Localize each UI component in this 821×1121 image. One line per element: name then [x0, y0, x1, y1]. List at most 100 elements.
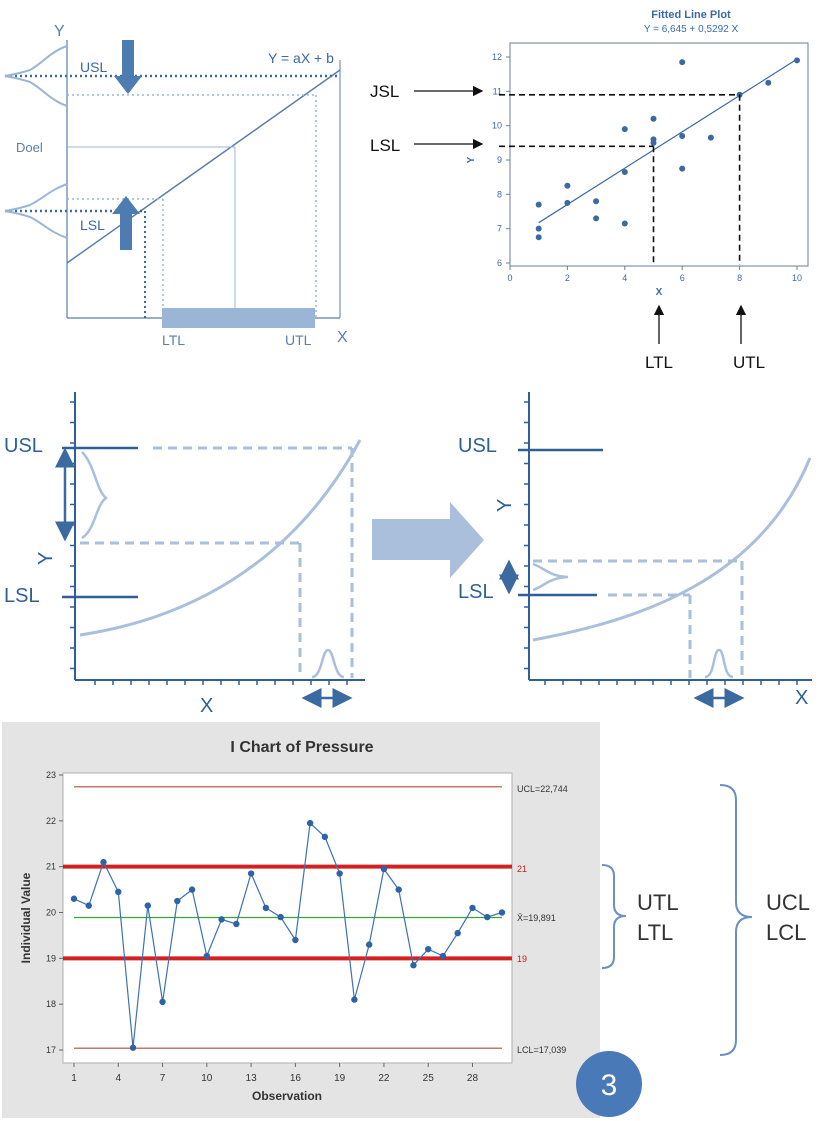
data-point — [336, 870, 343, 877]
data-point — [593, 198, 600, 205]
data-point — [380, 865, 388, 873]
lsl-label-mid-left: LSL — [4, 585, 40, 607]
fitted-plot-frame — [509, 42, 809, 267]
doel-label: Doel — [16, 140, 43, 155]
mean-value-label: X̄=19,891 — [517, 913, 556, 923]
x-tick-label: 25 — [423, 1073, 435, 1084]
data-point — [174, 897, 181, 905]
fitted-reference-lines — [499, 93, 741, 265]
usl-label-mid-left: USL — [4, 435, 43, 457]
distribution-mid-right — [532, 562, 569, 592]
data-point — [535, 234, 542, 241]
data-point — [564, 182, 571, 189]
data-point — [484, 913, 491, 921]
data-point — [351, 996, 358, 1003]
bracket-utl-label: UTL — [637, 890, 679, 915]
x-tick-label: 2 — [565, 273, 570, 283]
panel-fitted-line-plot: Fitted Line Plot Y = 6,645 + 0,5292 X 0 2… — [370, 9, 809, 372]
tolerance-bracket — [601, 864, 627, 969]
panel-nonlinear-before: USL LSL Y X — [4, 392, 365, 717]
y-tick-label: 10 — [492, 121, 502, 131]
y-tick-label: 7 — [497, 224, 502, 234]
utl-label-right: UTL — [733, 353, 765, 372]
x-tick-label: 8 — [737, 273, 742, 283]
data-point — [262, 904, 270, 912]
up-arrow-icon — [112, 196, 140, 250]
data-point — [679, 59, 686, 66]
data-point — [564, 199, 571, 206]
y-tick-label: 23 — [46, 770, 56, 780]
data-point — [679, 165, 686, 172]
distribution-mid-left — [81, 451, 109, 540]
data-point — [292, 936, 299, 944]
usl-label: USL — [80, 59, 107, 75]
data-point — [765, 79, 772, 86]
lcl-value-label: LCL=17,039 — [517, 1045, 566, 1055]
x-tick-label: 7 — [160, 1073, 166, 1084]
utl-label: UTL — [285, 332, 312, 348]
mid-right-tick-marks — [524, 401, 798, 685]
data-point — [247, 870, 255, 877]
usl-distribution-curve — [4, 45, 68, 107]
data-point — [233, 920, 240, 928]
x-distribution-mid-left — [311, 648, 345, 679]
x-axis-label: X — [337, 329, 348, 346]
data-point — [650, 115, 657, 122]
data-point — [115, 888, 122, 896]
x-label-mid-right: X — [795, 687, 808, 709]
bracket-ltl-label: LTL — [637, 920, 673, 945]
i-chart-title: I Chart of Pressure — [230, 739, 373, 756]
data-point — [535, 225, 542, 232]
data-point — [454, 929, 461, 937]
control-bracket — [719, 784, 753, 1056]
fitted-x-label: X — [656, 287, 663, 298]
x-tick-label: 4 — [622, 273, 627, 283]
y-tick-label: 17 — [46, 1045, 56, 1055]
transfer-curve-right — [532, 457, 812, 642]
data-point — [425, 945, 432, 953]
x-tick-label: 4 — [115, 1073, 121, 1084]
data-point — [129, 1044, 137, 1051]
bracket-lcl-label: LCL — [766, 920, 806, 945]
y-tick-label: 19 — [46, 953, 56, 963]
y-tick-label: 20 — [46, 908, 56, 918]
y-tick-label: 22 — [46, 816, 56, 826]
data-point — [650, 136, 657, 143]
ltl-label-right: LTL — [645, 353, 673, 372]
data-point — [365, 941, 373, 948]
data-point — [395, 886, 402, 893]
x-label-mid-left: X — [200, 695, 213, 717]
data-point — [621, 126, 628, 133]
i-chart-ticks: 17 18 19 20 21 22 23 1 4 7 10 13 16 19 22 25 28 — [46, 770, 478, 1084]
lower-tolerance-value-label: 19 — [517, 954, 527, 964]
upper-tolerance-value-label: 21 — [517, 864, 527, 874]
transition-arrow-icon — [372, 502, 484, 578]
y-label-mid-right: Y — [494, 499, 516, 512]
panel-nonlinear-after: USL LSL Y X — [458, 392, 812, 709]
jsl-label: JSL — [370, 82, 399, 101]
data-point — [469, 904, 476, 912]
y-tick-label: 11 — [493, 86, 502, 96]
fitted-plot-ticks: 0 2 4 6 8 10 6 7 8 9 10 11 12 — [492, 52, 802, 283]
y-tick-label: 9 — [497, 155, 502, 165]
lsl-label-right: LSL — [370, 136, 400, 155]
transfer-line — [66, 69, 341, 264]
y-axis-label: Y — [54, 23, 65, 40]
x-tick-label: 13 — [246, 1073, 258, 1084]
data-point — [794, 57, 800, 64]
data-point — [439, 952, 447, 960]
fitted-y-label: Y — [466, 156, 477, 163]
fitted-plot-points — [535, 57, 800, 241]
data-point — [159, 998, 166, 1006]
equation-label: Y = aX + b — [268, 50, 334, 66]
data-point — [410, 962, 417, 969]
data-point — [85, 902, 92, 909]
i-chart-x-label: Observation — [252, 1089, 322, 1103]
y-tick-label: 12 — [492, 52, 502, 62]
data-point — [218, 916, 225, 923]
ltl-label: LTL — [162, 332, 185, 348]
tolerance-bar — [162, 308, 315, 328]
x-distribution-mid-right — [704, 648, 734, 679]
